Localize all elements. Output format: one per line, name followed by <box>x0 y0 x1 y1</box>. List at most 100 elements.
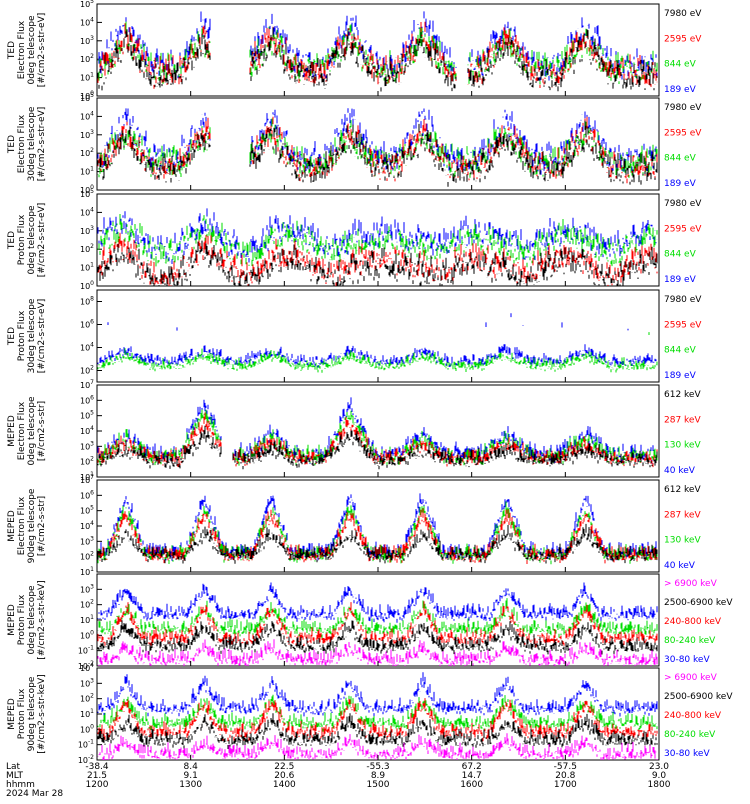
legend-entry: 2595 eV <box>664 224 702 234</box>
series-trace <box>97 713 658 750</box>
series-trace <box>97 639 658 666</box>
y-tick-label: 106 <box>80 319 94 330</box>
y-tick-label: 101 <box>80 166 94 177</box>
y-axis-title: TEDElectron Flux0deg telescope[#/cm2-s-s… <box>7 13 47 88</box>
series-trace <box>97 694 658 733</box>
panel-meped-p-0: 10-2 10-1 100 101 102 103 MEPEDProton Flux0deg… <box>7 573 733 671</box>
series-trace <box>97 601 658 648</box>
footer-value: 67.2 <box>462 762 482 772</box>
legend-entry: 7980 eV <box>664 199 702 209</box>
legend-entry: 2500-6900 keV <box>664 598 733 608</box>
legend-entry: 30-80 keV <box>664 749 710 759</box>
y-tick-label: 10-1 <box>78 645 94 656</box>
y-tick-label: 103 <box>80 583 94 594</box>
y-tick-label: 102 <box>80 599 94 610</box>
legend-entry: 844 eV <box>664 250 697 260</box>
y-tick-label: 100 <box>80 280 94 291</box>
footer-value: -38.4 <box>85 762 109 772</box>
footer-value: 9.1 <box>184 771 198 781</box>
footer: Lat -38.4 8.4 22.5 -55.3 67.2 -57.5 23.0 MLT 21.5… <box>6 762 671 799</box>
footer-value: -57.5 <box>554 762 577 772</box>
y-tick-label: 103 <box>80 535 94 546</box>
footer-value: 20.8 <box>555 771 575 781</box>
y-tick-label: 107 <box>80 474 94 485</box>
series-trace <box>97 412 658 468</box>
series-trace <box>97 620 658 656</box>
y-tick-label: 100 <box>80 184 94 195</box>
legend-entry: 612 keV <box>664 390 701 400</box>
y-tick-label: 101 <box>80 614 94 625</box>
series-trace <box>97 332 658 373</box>
legend-entry: > 6900 keV <box>664 673 718 683</box>
panel-meped-p-90: 10-2 10-1 100 101 102 103 104 MEPEDProton Flux9… <box>7 662 733 765</box>
legend-entry: 7980 eV <box>664 295 702 305</box>
y-axis-title: MEPEDElectron Flux90deg telescope[#/cm2-… <box>7 488 47 563</box>
legend-entry: 2595 eV <box>664 320 702 330</box>
panel-ted-p-0: 100 101 102 103 104 105 TEDProton Flux0deg tel… <box>7 188 702 291</box>
footer-value: 1800 <box>648 780 671 790</box>
legend-entry: 189 eV <box>664 85 697 95</box>
legend-entry: 40 keV <box>664 466 696 476</box>
y-tick-label: 100 <box>80 629 94 640</box>
panel-meped-e-90: 101 102 103 104 105 106 107 MEPEDElectron Flux9… <box>7 474 701 577</box>
series-trace <box>97 27 658 92</box>
legend-entry: 2595 eV <box>664 128 702 138</box>
panel-frame <box>96 667 660 761</box>
footer-value: 1300 <box>179 780 202 790</box>
y-tick-label: 104 <box>80 206 94 217</box>
y-tick-label: 105 <box>80 92 94 103</box>
footer-value: 22.5 <box>274 762 294 772</box>
footer-value: 21.5 <box>87 771 107 781</box>
y-tick-label: 103 <box>80 440 94 451</box>
panel-meped-e-0: 101 102 103 104 105 106 107 MEPEDElectron Flux0… <box>7 379 701 482</box>
footer-value: -55.3 <box>366 762 389 772</box>
y-tick-label: 103 <box>80 677 94 688</box>
y-tick-label: 107 <box>80 379 94 390</box>
panel-frame <box>96 384 660 478</box>
legend-entry: 844 eV <box>664 346 697 356</box>
footer-value: 1400 <box>273 780 296 790</box>
legend-entry: 80-240 keV <box>664 730 716 740</box>
y-tick-label: 102 <box>80 147 94 158</box>
legend-entry: 844 eV <box>664 154 697 164</box>
footer-value: 23.0 <box>649 762 669 772</box>
footer-value: 20.6 <box>274 771 294 781</box>
legend-entry: 40 keV <box>664 561 696 571</box>
series-trace <box>97 733 658 760</box>
panel-ted-e-30: 100 101 102 103 104 105 TEDElectron Flux30deg … <box>7 92 702 195</box>
y-tick-label: 106 <box>80 394 94 405</box>
y-tick-label: 100 <box>80 723 94 734</box>
date-label: 2024 Mar 28 <box>6 789 63 799</box>
footer-value: 1500 <box>367 780 390 790</box>
y-tick-label: 105 <box>80 410 94 421</box>
y-axis-title: TEDElectron Flux30deg telescope[#/cm2-s-… <box>7 106 47 181</box>
legend-entry: 30-80 keV <box>664 655 710 665</box>
y-tick-label: 101 <box>80 566 94 577</box>
series-trace <box>97 582 658 623</box>
footer-value: 14.7 <box>462 771 482 781</box>
footer-value: 1600 <box>460 780 483 790</box>
y-tick-label: 105 <box>80 505 94 516</box>
y-tick-label: 103 <box>80 129 94 140</box>
legend-entry: 130 keV <box>664 441 701 451</box>
series-trace <box>97 240 658 286</box>
legend-entry: 7980 eV <box>664 103 702 113</box>
series-trace <box>97 598 658 639</box>
panel-frame <box>96 193 660 287</box>
y-tick-label: 104 <box>80 425 94 436</box>
legend-entry: 7980 eV <box>664 9 702 19</box>
y-axis-title: TEDProton Flux30deg telescope[#/cm2-s-st… <box>7 298 47 373</box>
y-tick-label: 102 <box>80 693 94 704</box>
legend-entry: 130 keV <box>664 536 701 546</box>
y-axis-title: MEPEDElectron Flux0deg telescope[#/cm2-s… <box>7 396 47 466</box>
legend-entry: 2595 eV <box>664 34 702 44</box>
series-trace <box>97 214 658 268</box>
legend-entry: 2500-6900 keV <box>664 692 733 702</box>
y-tick-label: 10-1 <box>78 739 94 750</box>
panel-frame <box>96 289 660 383</box>
legend-entry: 287 keV <box>664 510 701 520</box>
legend-entry: 189 eV <box>664 179 697 189</box>
y-tick-label: 102 <box>80 365 94 376</box>
